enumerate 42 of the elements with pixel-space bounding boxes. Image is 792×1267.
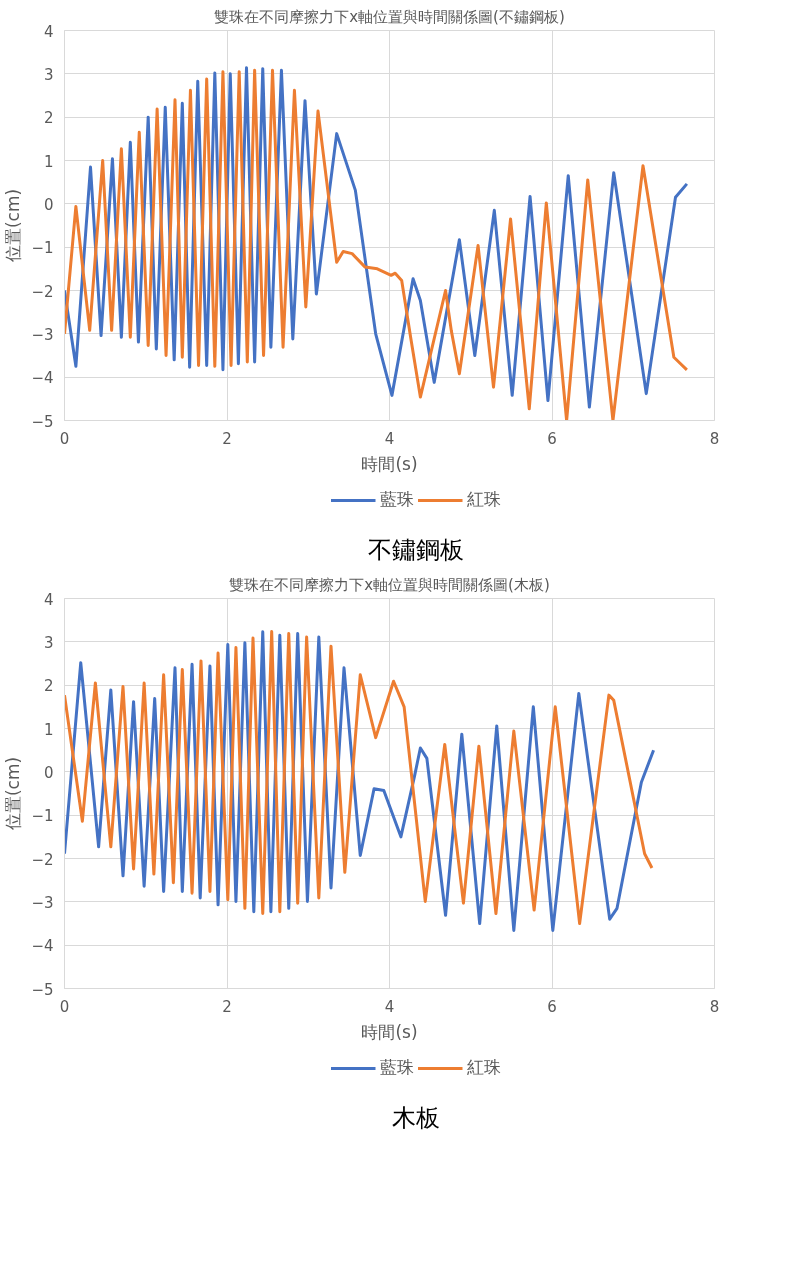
text: 木板 bbox=[392, 1103, 440, 1132]
x-tick-label: 8 bbox=[709, 997, 720, 1016]
y-tick-label: −2 bbox=[31, 282, 54, 301]
y-tick-label: 4 bbox=[43, 22, 54, 41]
x-tick-label: 8 bbox=[709, 429, 720, 448]
y-tick-label: 1 bbox=[43, 152, 54, 171]
y-tick-label: 2 bbox=[43, 677, 54, 696]
y-tick-label: −3 bbox=[31, 325, 54, 344]
x-tick-label: 2 bbox=[222, 997, 232, 1016]
y-tick-label: −1 bbox=[31, 239, 54, 258]
x-tick-label: 0 bbox=[59, 429, 70, 448]
y-tick-label: 3 bbox=[43, 633, 54, 652]
x-tick-label: 4 bbox=[384, 429, 395, 448]
x-tick-label: 0 bbox=[59, 997, 70, 1016]
y-axis-title: 位置(cm) bbox=[3, 756, 24, 831]
x-axis-title: 時間(s) bbox=[361, 453, 418, 474]
y-tick-label: −2 bbox=[31, 850, 54, 869]
x-axis-title: 時間(s) bbox=[361, 1021, 418, 1042]
y-axis-title: 位置(cm) bbox=[3, 188, 24, 263]
legend-label: 藍珠 bbox=[380, 488, 414, 511]
legend-label: 藍珠 bbox=[380, 1056, 414, 1079]
y-tick-label: −4 bbox=[31, 369, 54, 388]
y-tick-label: 3 bbox=[43, 65, 54, 84]
x-tick-label: 6 bbox=[547, 429, 557, 448]
y-tick-label: −3 bbox=[31, 893, 54, 912]
y-tick-label: −4 bbox=[31, 937, 54, 956]
y-tick-label: 0 bbox=[43, 195, 54, 214]
y-tick-label: 2 bbox=[43, 109, 54, 128]
x-tick-label: 6 bbox=[547, 997, 557, 1016]
legend-label: 紅珠 bbox=[467, 488, 501, 511]
y-tick-label: −5 bbox=[31, 980, 54, 999]
text: 不鏽鋼板 bbox=[368, 535, 464, 564]
chart-title: 雙珠在不同摩擦力下x軸位置與時間關係圖(不鏽鋼板) bbox=[214, 7, 565, 26]
y-tick-label: −5 bbox=[31, 412, 54, 431]
y-tick-label: −1 bbox=[31, 807, 54, 826]
legend-label: 紅珠 bbox=[467, 1056, 501, 1079]
x-tick-label: 2 bbox=[222, 429, 232, 448]
y-tick-label: 4 bbox=[43, 590, 54, 609]
chart-title: 雙珠在不同摩擦力下x軸位置與時間關係圖(木板) bbox=[229, 575, 550, 594]
y-tick-label: 0 bbox=[43, 763, 54, 782]
x-tick-label: 4 bbox=[384, 997, 395, 1016]
y-tick-label: 1 bbox=[43, 720, 54, 739]
